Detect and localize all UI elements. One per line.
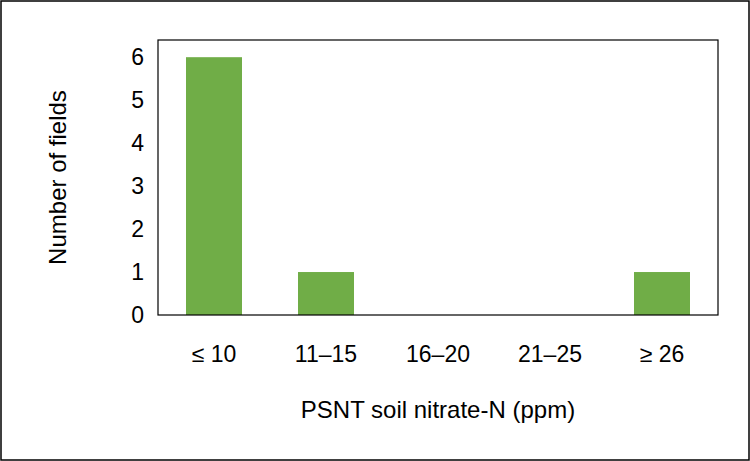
x-tick-label: ≤ 10 (192, 341, 237, 367)
x-axis-label: PSNT soil nitrate-N (ppm) (301, 396, 575, 423)
y-tick (154, 100, 158, 101)
x-tick-label: ≥ 26 (640, 341, 685, 367)
plot-frame (158, 40, 718, 315)
bar (186, 57, 242, 315)
y-tick-label: 0 (131, 302, 144, 328)
bars (186, 57, 690, 315)
outer-border (1, 1, 749, 460)
y-tick-label: 2 (131, 216, 144, 242)
y-tick-label: 1 (131, 259, 144, 285)
y-tick-label: 4 (131, 130, 144, 156)
x-tick-label: 11–15 (295, 341, 357, 367)
y-tick (154, 143, 158, 144)
y-tick (154, 229, 158, 230)
y-axis-label: Number of fields (44, 90, 71, 265)
y-tick (154, 186, 158, 187)
y-tick-label: 5 (131, 87, 144, 113)
y-tick (154, 272, 158, 273)
y-tick-label: 3 (131, 173, 144, 199)
y-tick-label: 6 (131, 44, 144, 70)
bar (634, 272, 690, 315)
y-tick (154, 57, 158, 58)
x-tick-label: 21–25 (518, 341, 582, 367)
chart: 0 1 2 3 4 5 6 ≤ 10 11–15 16–20 21–25 ≥ 26 PSNT soil … (0, 0, 750, 461)
x-tick-label: 16–20 (406, 341, 470, 367)
y-tick (154, 315, 158, 316)
bar (298, 272, 354, 315)
